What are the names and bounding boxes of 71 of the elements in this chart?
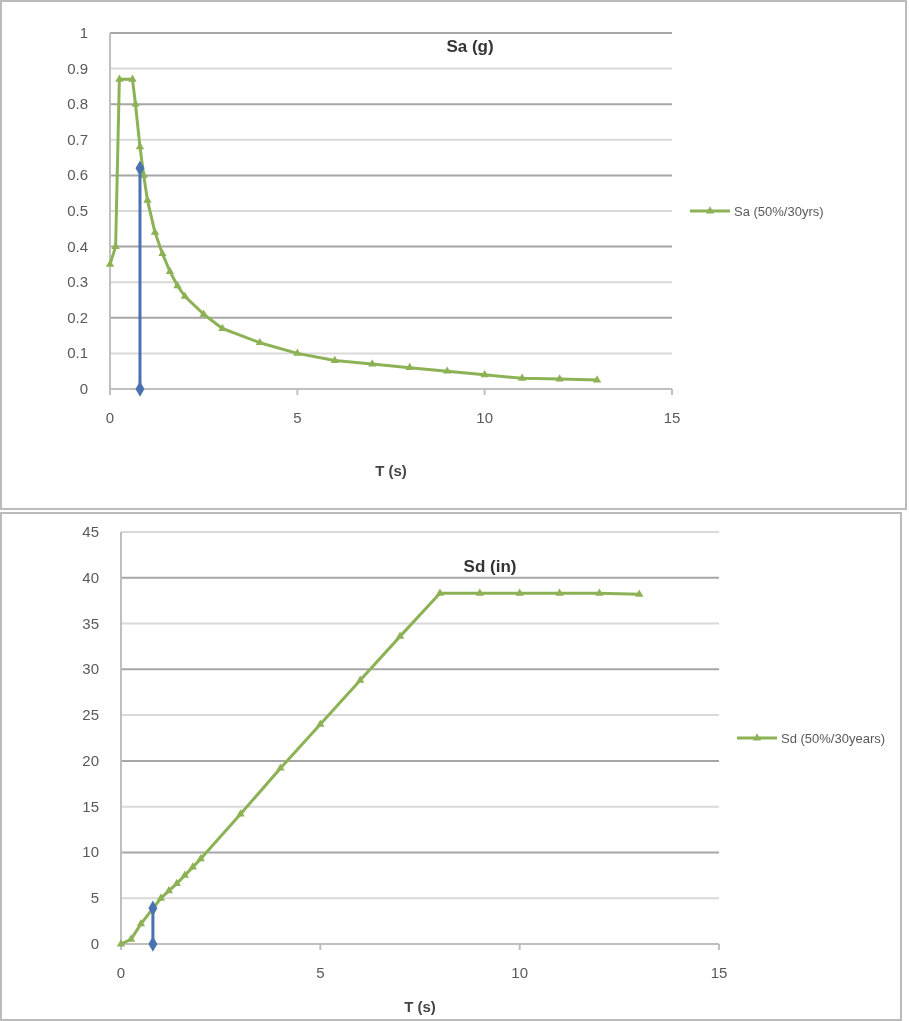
x-tick-label: 10	[476, 409, 494, 426]
y-tick-label: 0.5	[67, 202, 88, 219]
x-tick-label: 10	[511, 964, 529, 981]
legend-label: Sa (50%/30yrs)	[734, 204, 824, 219]
y-tick-label: 5	[90, 889, 99, 907]
point	[165, 266, 175, 274]
x-tick-label: 0	[105, 409, 115, 426]
point	[150, 227, 160, 235]
x-axis-title: T (s)	[375, 462, 407, 479]
point	[475, 588, 484, 596]
point	[199, 309, 208, 317]
y-tick-label: 15	[82, 797, 99, 815]
y-tick-label: 45	[82, 523, 99, 540]
y-tick-label: 35	[82, 614, 99, 632]
point	[180, 291, 190, 299]
y-tick-label: 1	[79, 24, 88, 41]
point	[172, 878, 181, 886]
point	[105, 259, 115, 267]
point	[180, 870, 189, 878]
point	[330, 355, 339, 363]
y-tick-label: 10	[82, 843, 99, 861]
point	[515, 588, 524, 596]
y-tick-label: 0.8	[67, 95, 88, 113]
point	[480, 369, 489, 378]
legend-label: Sd (50%/30years)	[781, 731, 886, 746]
point	[164, 886, 173, 894]
point	[236, 809, 245, 817]
point	[128, 74, 137, 82]
chart-title: Sa (g)	[446, 37, 494, 56]
y-tick-label: 0.9	[67, 59, 88, 77]
point	[143, 195, 152, 203]
point	[517, 373, 527, 381]
x-tick-label: 15	[710, 964, 728, 981]
y-tick-label: 0.1	[67, 344, 88, 362]
y-tick-label: 40	[82, 568, 99, 586]
y-tick-label: 30	[82, 660, 99, 678]
point	[405, 362, 414, 371]
point	[555, 588, 564, 596]
x-tick-label: 5	[293, 409, 302, 426]
point	[196, 854, 205, 862]
y-tick-label: 0	[90, 935, 99, 952]
point	[115, 74, 124, 82]
point	[136, 919, 146, 927]
point	[276, 763, 285, 771]
point	[316, 719, 325, 727]
point	[435, 588, 445, 596]
y-tick-label: 0.2	[67, 308, 88, 326]
x-tick-label: 5	[316, 964, 325, 981]
y-tick-label: 0	[79, 380, 88, 397]
x-tick-label: 0	[116, 964, 126, 981]
point	[592, 375, 602, 383]
point	[356, 675, 365, 683]
y-tick-label: 0.3	[67, 273, 88, 291]
point	[293, 348, 302, 356]
y-tick-label: 25	[82, 706, 99, 724]
point	[595, 588, 604, 596]
y-tick-label: 20	[82, 751, 99, 769]
y-tick-label: 0.6	[67, 166, 88, 184]
point	[131, 99, 140, 107]
point	[116, 939, 126, 947]
y-tick-label: 0.7	[67, 130, 88, 148]
point	[158, 248, 167, 257]
point	[156, 893, 166, 901]
point	[635, 589, 644, 597]
x-tick-label: 15	[663, 409, 681, 426]
y-tick-label: 0.4	[67, 237, 88, 255]
text: Sd (in)	[463, 557, 517, 576]
point	[173, 280, 182, 289]
point	[443, 366, 452, 374]
x-axis-title: T (s)	[404, 998, 436, 1015]
point	[395, 631, 405, 639]
